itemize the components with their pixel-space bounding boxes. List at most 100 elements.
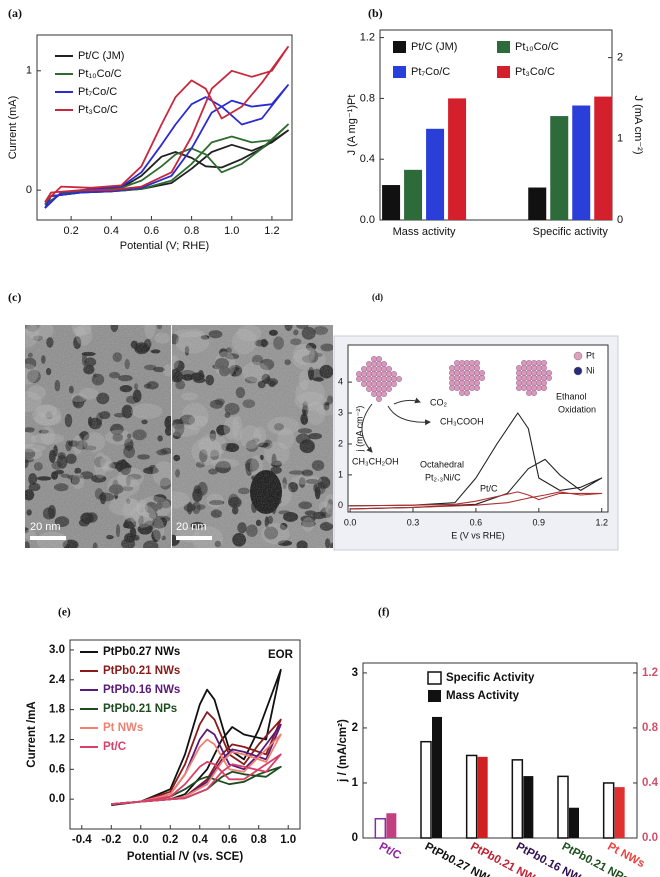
x-tick-label: 0.3: [407, 517, 420, 527]
atom: [469, 385, 476, 392]
annotation: CH₃COOH: [440, 416, 484, 426]
atom: [479, 375, 486, 382]
legend-swatch: [427, 671, 442, 685]
annotation: Pt₂.₃Ni/C: [425, 472, 461, 482]
atom: [361, 371, 368, 378]
atom: [459, 370, 466, 377]
bar: [386, 813, 397, 838]
atom: [536, 365, 543, 372]
atom: [469, 375, 476, 382]
y-tick-label: 3: [338, 407, 343, 417]
atom: [464, 375, 471, 382]
atom: [459, 380, 466, 387]
x-tick-label: 0.2: [162, 834, 178, 846]
legend-label: PtPb0.27 NWs: [103, 646, 180, 658]
y2-tick-label: 0.4: [642, 777, 659, 789]
atom: [469, 380, 476, 387]
legend-swatch: [393, 66, 406, 78]
atom: [531, 360, 538, 367]
legend-label: Pt/C: [103, 741, 126, 753]
atom: [531, 385, 538, 392]
atom: [474, 375, 481, 382]
atom: [521, 360, 528, 367]
atom: [361, 381, 368, 388]
atom: [386, 366, 393, 373]
legend-label: Pt₃Co/C: [78, 104, 118, 116]
x-tick-label: 1.0: [224, 225, 239, 237]
x-tick-label: Specific activity: [533, 226, 609, 238]
atom: [371, 361, 378, 368]
panel-label: (f): [378, 607, 390, 619]
atom: [469, 360, 476, 367]
atom: [366, 386, 373, 393]
annotation: Pt/C: [480, 483, 498, 493]
atom: [521, 365, 528, 372]
atom: [541, 360, 548, 367]
y2-tick-label: 1.2: [642, 667, 658, 679]
bar: [511, 759, 524, 839]
panel: (b) 0.0 0.4 0.8 1.2 0 1 2 J (A mg⁻¹)Pt J (mA cm⁻²…: [346, 6, 644, 238]
y-tick-label: 4: [338, 376, 343, 386]
legend-label: Mass Activity: [446, 690, 520, 702]
atom: [531, 365, 538, 372]
atom: [396, 376, 403, 383]
annotation: Octahedral: [420, 459, 464, 469]
atom: [531, 370, 538, 377]
atom: [521, 370, 528, 377]
y-tick-label: 2: [352, 722, 358, 734]
y-axis-label: Current (mA): [7, 96, 19, 160]
atom: [449, 385, 456, 392]
atom: [376, 371, 383, 378]
atom: [361, 376, 368, 383]
y-tick-label: 0.0: [49, 793, 65, 805]
inset-legend-marker: [573, 366, 583, 376]
x-tick-label: 1.2: [264, 225, 279, 237]
cv-curve: [44, 46, 289, 203]
atom: [361, 366, 368, 373]
bar: [432, 716, 442, 838]
y-tick-label: 2.4: [49, 674, 66, 686]
x-axis-label: Potential (V; RHE): [120, 240, 209, 252]
reaction-arrow: [387, 405, 431, 426]
bar: [557, 775, 569, 839]
atom: [464, 385, 471, 392]
atom: [474, 370, 481, 377]
atom: [454, 385, 461, 392]
y-tick-label: 0.0: [360, 214, 375, 226]
bar: [572, 105, 591, 220]
atom: [454, 365, 461, 372]
atom: [376, 366, 383, 373]
legend-label: Pt NWs: [103, 722, 143, 734]
legend-swatch: [393, 41, 406, 53]
legend-label: PtPb0.21 NPs: [103, 703, 177, 715]
bar: [426, 128, 445, 220]
atom: [469, 370, 476, 377]
atom: [474, 380, 481, 387]
plot-frame: [36, 34, 293, 221]
atom: [474, 385, 481, 392]
atom: [366, 366, 373, 373]
atom: [474, 365, 481, 372]
legend-label: Pt₁₀Co/C: [515, 41, 559, 53]
y-tick-label: 1.2: [49, 734, 65, 746]
atom: [376, 381, 383, 388]
atom: [459, 390, 466, 397]
atom: [536, 360, 543, 367]
y-tick-label: 1: [338, 469, 343, 479]
legend-swatch: [497, 41, 510, 53]
x-tick-label: 0.6: [470, 517, 483, 527]
x-tick-label: 0.8: [251, 834, 268, 846]
atom: [391, 381, 398, 388]
atom: [376, 396, 383, 403]
y-axis-label: Current /mA: [26, 701, 38, 767]
legend-label: PtPb0.21 NWs: [103, 665, 180, 677]
atom: [464, 370, 471, 377]
panel: (d) 0 1 2 3 4 0.0 0.3 0.6 0.9 1.2 E (V vs RHE) j (mA…: [338, 292, 609, 540]
plot-frame: [69, 639, 301, 830]
atom: [464, 380, 471, 387]
tem-images: (c) 20 nm 20 nm: [8, 290, 333, 548]
atom: [366, 371, 373, 378]
bar: [374, 817, 387, 839]
x-axis-label: E (V vs RHE): [451, 530, 505, 540]
